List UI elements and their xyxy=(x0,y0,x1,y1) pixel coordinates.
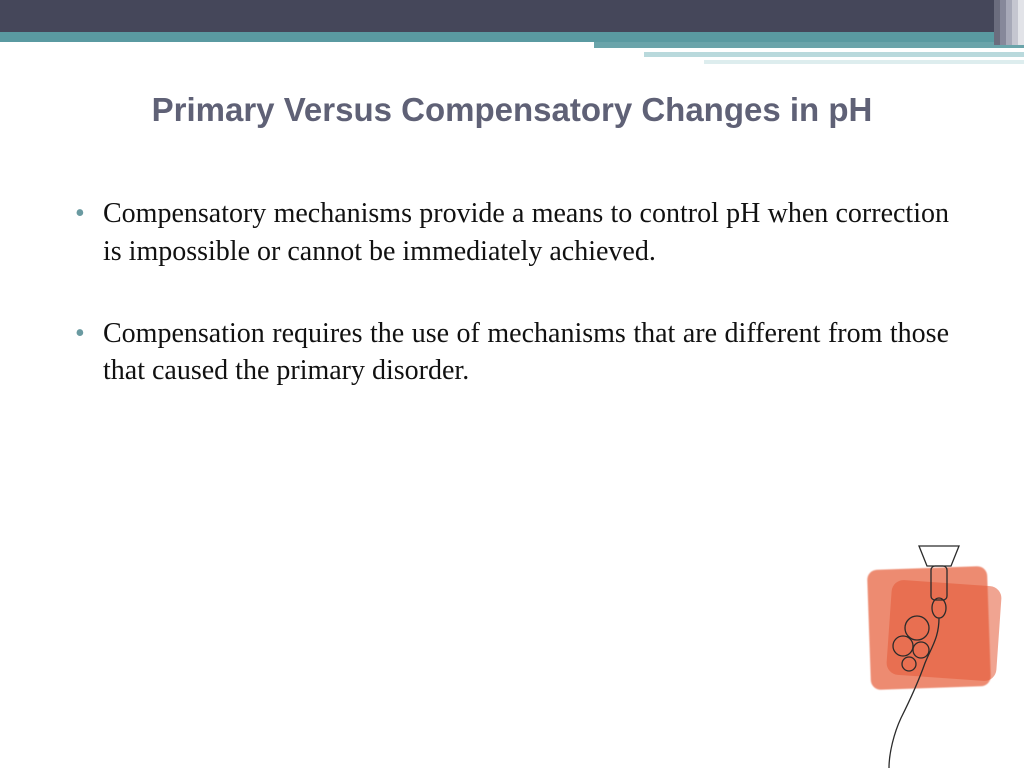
header-vertical-stripes xyxy=(994,0,1024,45)
iv-drip-icon xyxy=(839,538,999,768)
slide-title: Primary Versus Compensatory Changes in p… xyxy=(50,90,974,130)
slide-body: Compensatory mechanisms provide a means … xyxy=(75,195,949,434)
header-dark-bar xyxy=(0,0,1024,32)
header-teal-bar xyxy=(0,32,1024,42)
bullet-item: Compensatory mechanisms provide a means … xyxy=(75,195,949,271)
bullet-list: Compensatory mechanisms provide a means … xyxy=(75,195,949,390)
header-accent-1 xyxy=(594,42,1024,48)
bullet-item: Compensation requires the use of mechani… xyxy=(75,315,949,391)
header-accent-2 xyxy=(644,52,1024,57)
header-accent-3 xyxy=(704,60,1024,64)
iv-drip-svg xyxy=(839,538,999,768)
slide: Primary Versus Compensatory Changes in p… xyxy=(0,0,1024,768)
